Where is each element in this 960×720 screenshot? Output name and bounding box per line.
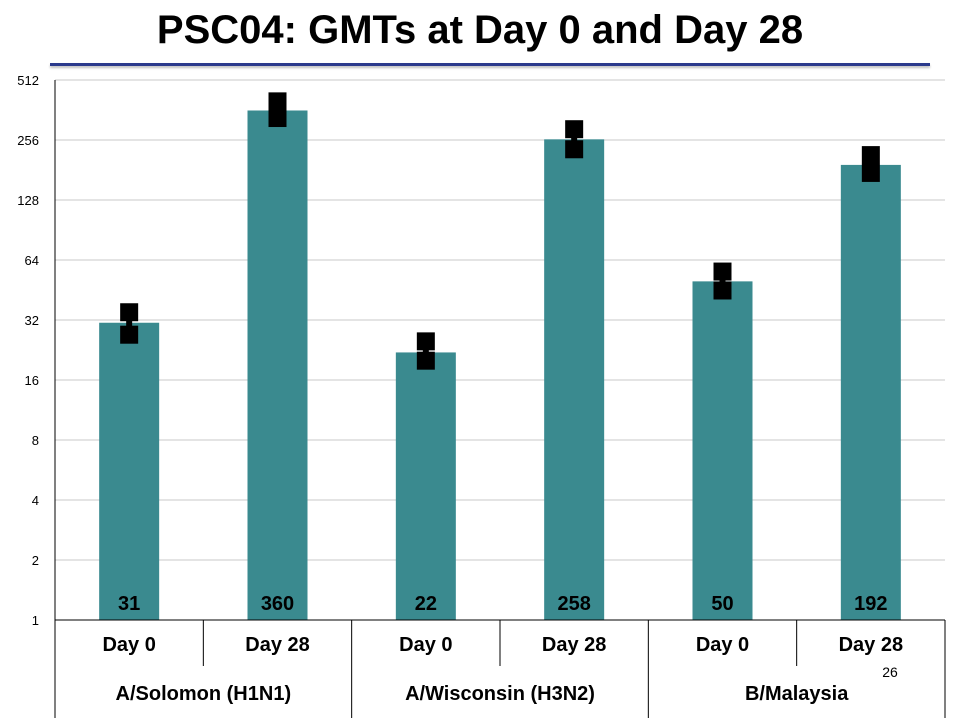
- y-tick-label: 16: [25, 373, 39, 388]
- error-bars: [120, 92, 880, 370]
- bar: [544, 139, 605, 621]
- bar: [99, 322, 160, 620]
- y-tick-label: 8: [32, 433, 39, 448]
- data-labels: 31 360 22 258 50 192: [118, 593, 887, 615]
- y-tick-label: 512: [17, 73, 39, 88]
- title-underline: [50, 63, 930, 66]
- x-axis-table: Day 0 Day 28 Day 0 Day 28 Day 0 Day 28 A/Solom…: [54, 80, 946, 718]
- data-label: 192: [854, 593, 887, 615]
- x-group-label: B/Malaysia: [745, 683, 849, 705]
- slide-title: PSC04: GMTs at Day 0 and Day 28: [156, 8, 804, 52]
- x-group-label: A/Solomon (H1N1): [116, 683, 292, 705]
- bar: [395, 352, 456, 620]
- x-group-label: A/Wisconsin (H3N2): [405, 683, 595, 705]
- y-tick-label: 4: [32, 493, 39, 508]
- y-tick-label: 256: [17, 133, 39, 148]
- error-bar: [861, 146, 880, 182]
- bars: [99, 110, 901, 621]
- data-label: 31: [118, 593, 140, 615]
- x-category-label: Day 0: [102, 634, 155, 656]
- data-label: 258: [557, 593, 590, 615]
- gridlines: [55, 79, 945, 621]
- bar: [247, 110, 308, 620]
- data-label: 360: [261, 593, 294, 615]
- y-axis-ticks: 1 2 4 8 16 32 64 128 256 512: [17, 73, 39, 628]
- error-bar: [120, 303, 139, 344]
- x-category-label: Day 0: [399, 634, 452, 656]
- y-tick-label: 32: [25, 313, 39, 328]
- error-bar: [268, 92, 287, 128]
- y-tick-label: 1: [32, 613, 39, 628]
- x-category-label: Day 28: [245, 634, 310, 656]
- y-tick-label: 2: [32, 553, 39, 568]
- data-label: 22: [415, 593, 437, 615]
- data-label: 50: [711, 593, 733, 615]
- x-category-label: Day 28: [542, 634, 607, 656]
- y-tick-label: 64: [25, 253, 39, 268]
- page-number: 26: [882, 664, 898, 680]
- error-bar: [416, 332, 435, 370]
- bar: [692, 281, 753, 620]
- error-bar: [565, 120, 584, 159]
- x-category-label: Day 0: [696, 634, 749, 656]
- y-tick-label: 128: [17, 193, 39, 208]
- error-bar: [713, 262, 732, 300]
- bar: [840, 164, 901, 620]
- x-category-label: Day 28: [839, 634, 904, 656]
